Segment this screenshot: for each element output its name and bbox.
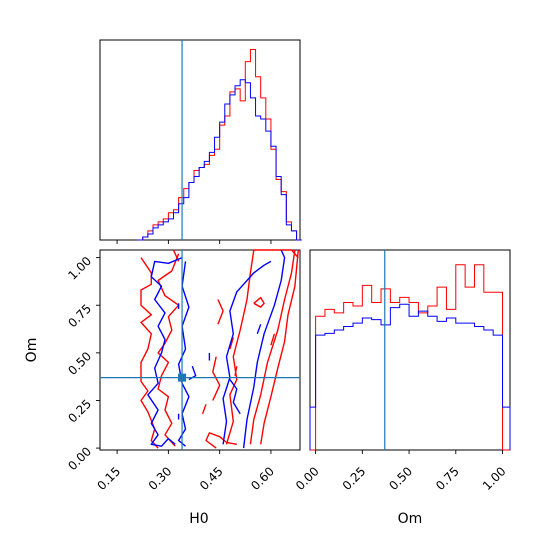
h0-tick-label-0: 0.15 (94, 464, 123, 493)
contour-series-0-line-11 (253, 296, 265, 308)
contour-series-0-line-7 (217, 299, 224, 325)
om-hist-series-group (309, 264, 511, 451)
contour-series-0-line-1 (140, 257, 159, 449)
truth-marker (178, 373, 187, 382)
om-tick-label-2: 0.50 (65, 349, 94, 378)
om-x-tick-label-3: 0.75 (433, 464, 462, 493)
om-x-tick-label-1: 0.25 (340, 464, 369, 493)
contour-series-1-line-9 (256, 324, 262, 335)
h0-hist-series-0 (137, 49, 302, 241)
om-hist-series-1 (309, 303, 511, 450)
contour-series-0-line-6 (212, 356, 221, 401)
h0-tick-label-1: 0.30 (146, 464, 175, 493)
h0-hist-frame (99, 39, 301, 241)
om-tick-label-3: 0.75 (65, 301, 94, 330)
h0-x-ticks: 0.15 0.30 0.45 0.60 (94, 450, 277, 493)
contour-series-1-line-3 (222, 260, 272, 445)
contour-frame (99, 249, 301, 451)
contour-series-0-line-12 (270, 333, 276, 346)
contour-series-1-line-0 (147, 256, 183, 447)
om-x-ticks: 0.00 0.25 0.50 0.75 1.00 (293, 450, 509, 493)
om-tick-label-0: 0.00 (65, 444, 94, 473)
contour-series-1-line-4 (229, 379, 241, 415)
om-x-tick-label-2: 0.50 (386, 464, 415, 493)
contour-series-1-line-5 (188, 365, 197, 381)
om-marginal-panel: 0.00 0.25 0.50 0.75 1.00 Om (293, 249, 511, 527)
om-y-ticks: 0.00 0.25 0.50 0.75 1.00 (65, 254, 100, 473)
om-hist-frame (309, 249, 511, 451)
om-tick-label-4: 1.00 (65, 254, 94, 283)
contour-series-0-line-2 (205, 432, 237, 449)
contour-series-1-line-2 (242, 249, 286, 449)
om-tick-label-1: 0.25 (65, 397, 94, 426)
x-axis-label-h0: H0 (189, 511, 208, 527)
h0-hist-ticks (116, 240, 272, 244)
h0-tick-label-2: 0.45 (197, 464, 226, 493)
om-hist-series-0 (310, 264, 510, 451)
contour-series-0-line-3 (249, 249, 296, 445)
contour-series-group (140, 249, 299, 449)
y-axis-label-om: Om (24, 338, 40, 363)
contour-series-0-line-13 (201, 404, 207, 415)
om-x-tick-label-4: 1.00 (480, 464, 509, 493)
contour-series-0-line-5 (225, 249, 299, 445)
h0-hist-series-1 (137, 79, 302, 241)
h0-om-contour-panel: 0.15 0.30 0.45 0.60 0.00 0.25 0.50 0.75 1.00 H0… (24, 249, 301, 527)
contour-series-0-line-0 (157, 253, 180, 447)
contour-series-0-line-8 (229, 337, 234, 350)
x-axis-label-om: Om (398, 511, 423, 527)
contour-series-0-line-4 (260, 249, 299, 445)
h0-hist-series-group (137, 49, 302, 241)
contour-series-0-line-10 (234, 366, 238, 376)
om-x-tick-label-0: 0.00 (293, 464, 322, 493)
h0-marginal-panel (99, 39, 302, 244)
contour-series-1-line-1 (177, 261, 190, 447)
h0-tick-label-3: 0.60 (248, 464, 277, 493)
